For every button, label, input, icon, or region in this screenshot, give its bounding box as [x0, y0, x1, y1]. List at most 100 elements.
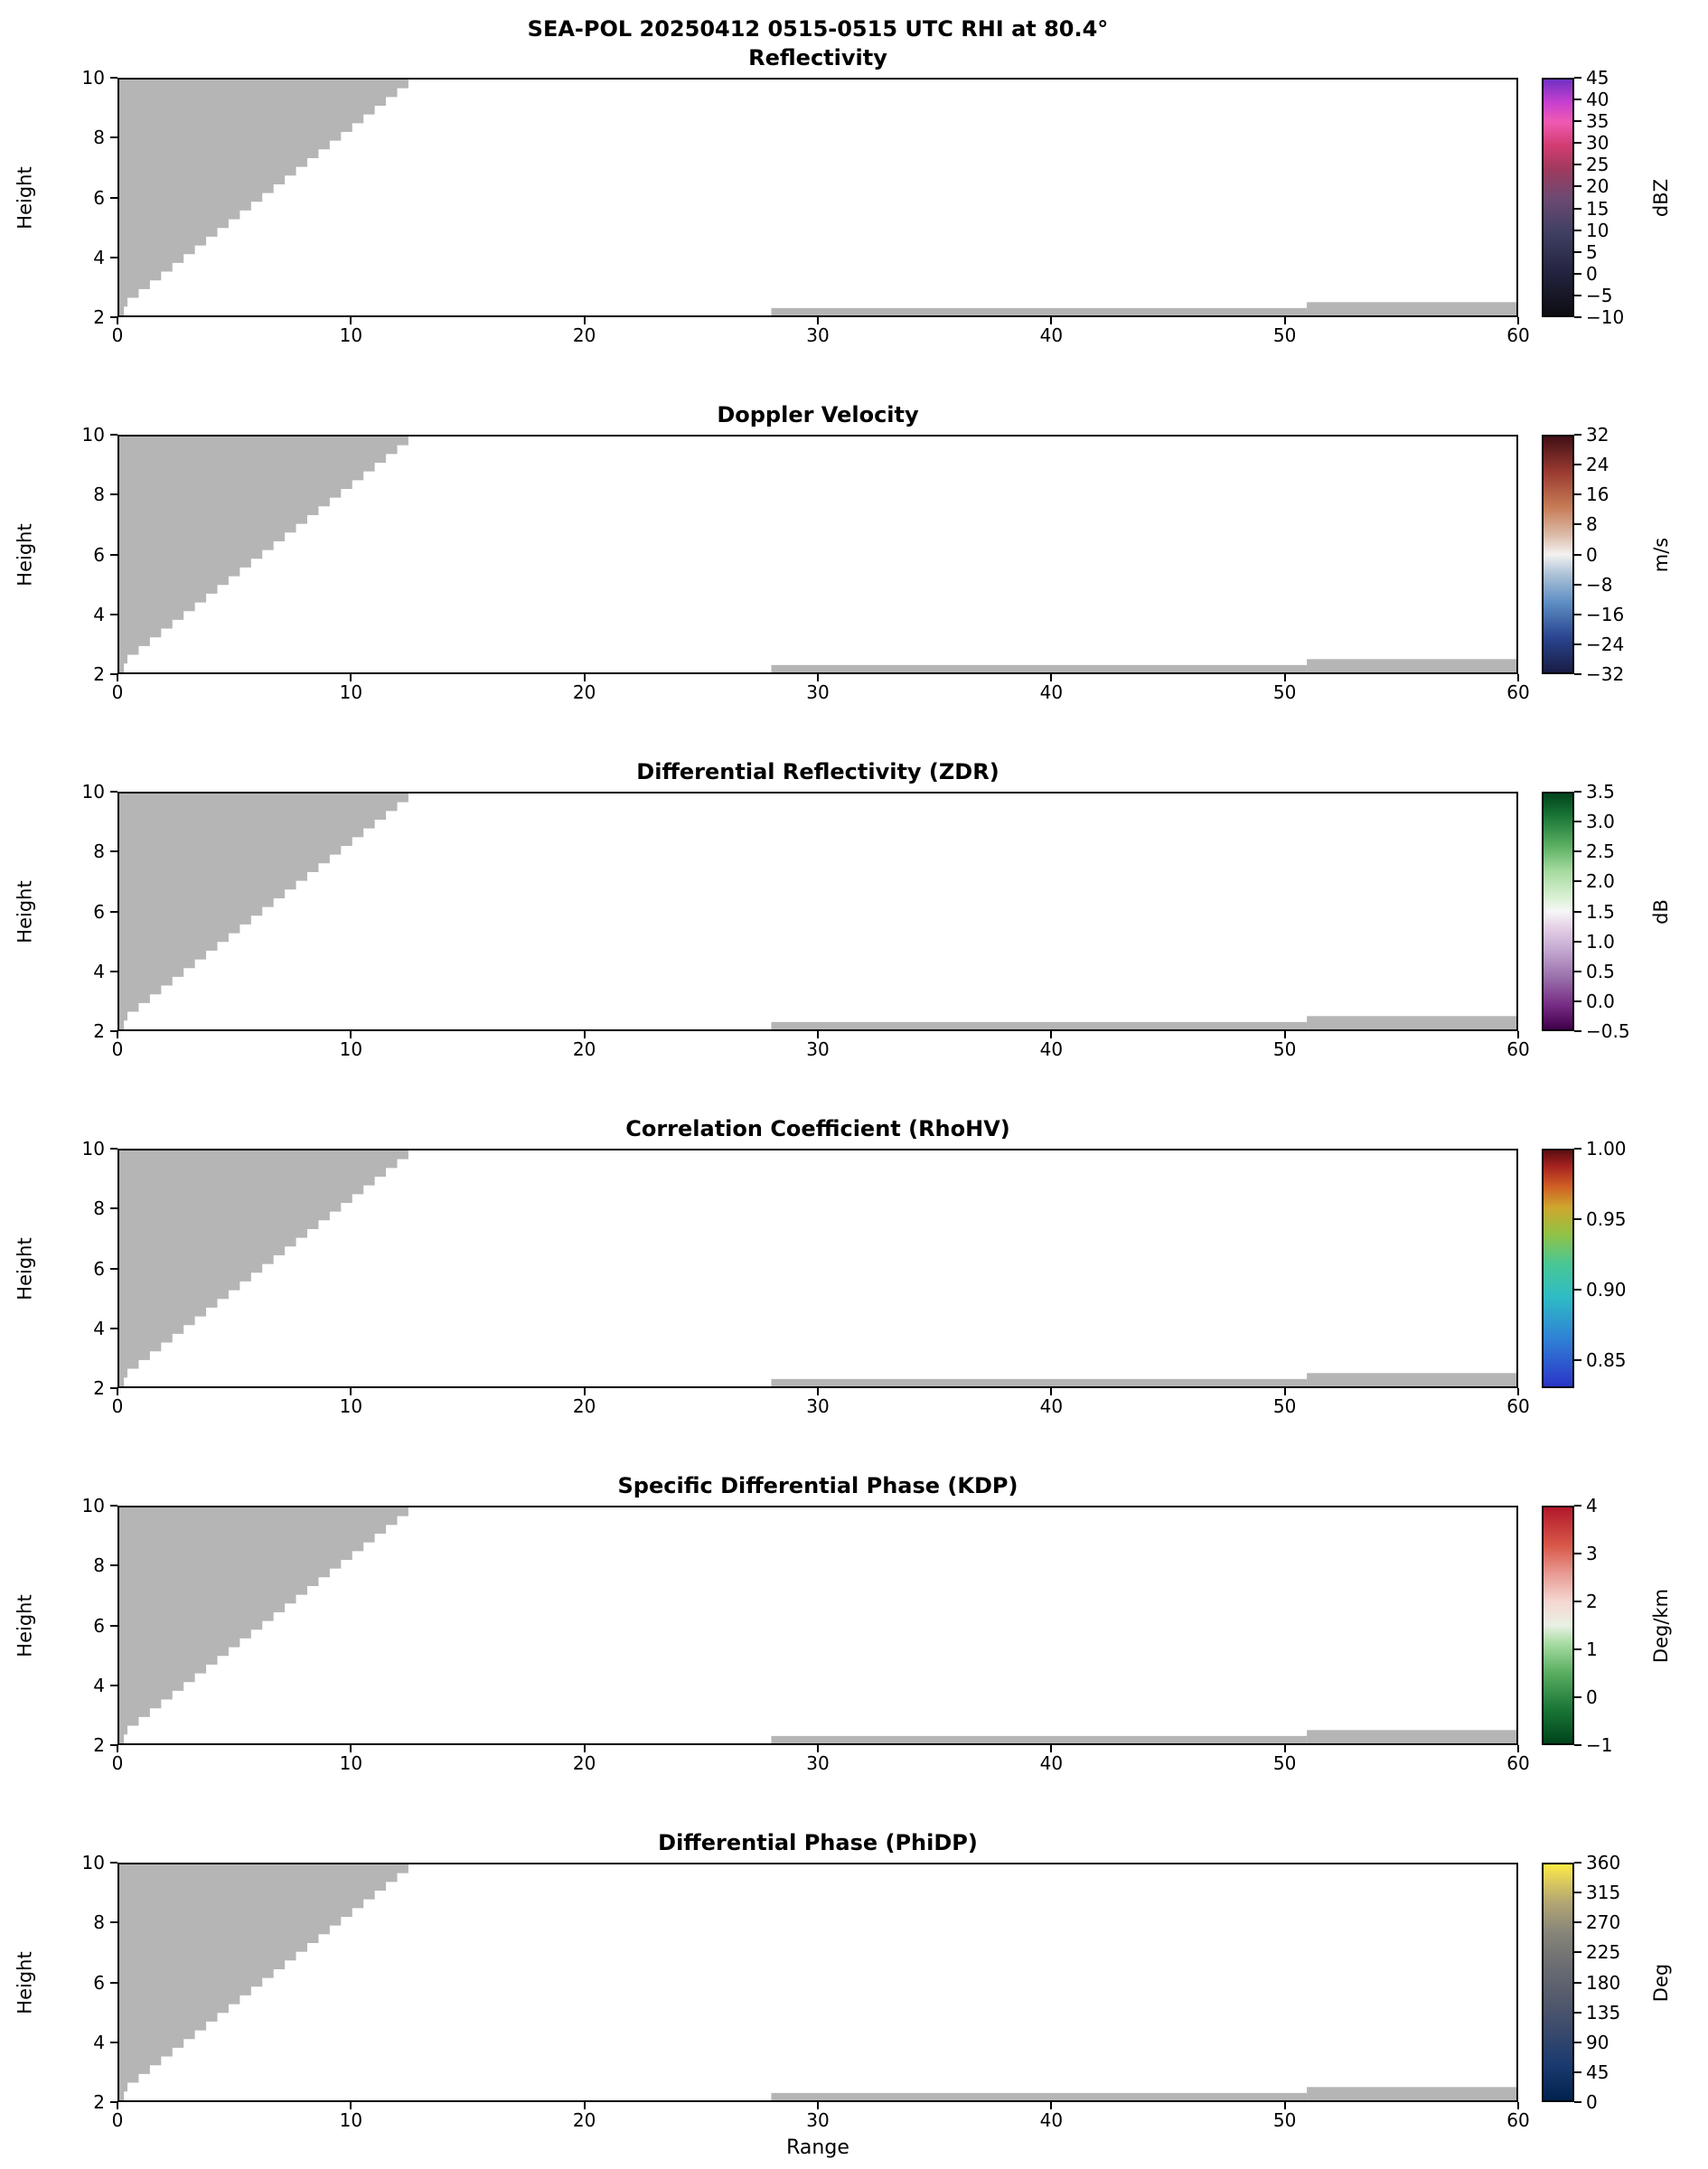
colorbar-tick-mark [1574, 185, 1581, 188]
colorbar-unit-label: Deg/km [1643, 1506, 1679, 1745]
radar-data-svg [119, 1864, 1516, 2100]
x-tick-label: 0 [111, 2109, 124, 2131]
y-axis-label-text: Height [14, 1593, 37, 1657]
x-axis-ticks: 0 10 20 30 40 50 60 [0, 674, 1708, 705]
radar-data-svg [119, 437, 1516, 672]
y-tick-mark [110, 1207, 117, 1210]
colorbar-unit-label: dB [1643, 792, 1679, 1031]
x-tick-mark [1517, 1031, 1519, 1038]
y-tick-label: 8 [93, 127, 105, 149]
y-tick-mark [110, 1030, 117, 1032]
y-tick-mark [110, 77, 117, 79]
colorbar-tick-label: 270 [1586, 1911, 1621, 1934]
x-tick-label: 0 [111, 1395, 124, 1417]
x-tick-mark [817, 1745, 819, 1752]
plot-row: Height 10 8 6 4 2 1.00 0.95 0.90 0.85 [0, 1140, 1708, 1397]
colorbar-tick-mark [1574, 1981, 1581, 1984]
no-data-strip [1307, 1373, 1516, 1386]
y-tick-label: 4 [93, 1317, 105, 1339]
radar-data-svg [119, 1150, 1516, 1386]
y-tick-label: 8 [93, 484, 105, 506]
colorbar-tick-mark [1574, 1648, 1581, 1650]
colorbar [1542, 78, 1574, 317]
x-tick-mark [1283, 2102, 1286, 2109]
y-tick-mark [110, 970, 117, 972]
colorbar-ticks: 1.00 0.95 0.90 0.85 [1574, 1140, 1665, 1388]
y-axis-label: Height [5, 1863, 45, 2102]
colorbar-ticks: 45 40 35 30 25 20 15 10 5 0 −5 −10 [1574, 69, 1665, 326]
x-tick-label: 40 [1039, 2109, 1064, 2131]
colorbar-tick-label: −24 [1586, 633, 1625, 655]
x-tick-mark [817, 1388, 819, 1395]
x-tick-mark [817, 674, 819, 681]
x-tick-mark [117, 674, 118, 681]
colorbar-tick-label: 16 [1586, 484, 1609, 506]
x-tick-mark [117, 317, 118, 324]
x-tick-label: 0 [111, 1038, 124, 1060]
colorbar [1542, 1863, 1574, 2102]
colorbar-tick-mark [1574, 229, 1581, 231]
y-tick-label: 2 [93, 663, 105, 685]
x-tick-label: 20 [572, 681, 596, 703]
x-tick-label: 10 [339, 324, 363, 346]
colorbar-ticks: 32 24 16 8 0 −8 −16 −24 −32 [1574, 426, 1665, 683]
colorbar-tick-label: 180 [1586, 1971, 1621, 1994]
colorbar-tick-label: 0 [1586, 543, 1598, 566]
colorbar-tick-label: 0 [1586, 2091, 1598, 2113]
plot-row: Height 10 8 6 4 2 3.5 3.0 2.5 2.0 1.5 1.0 0.5 0.0 −0… [0, 783, 1708, 1040]
y-axis-label-text: Height [14, 522, 37, 587]
y-tick-mark [110, 434, 117, 436]
colorbar-ticks: 360 315 270 225 180 135 90 45 0 [1574, 1854, 1665, 2111]
colorbar-tick-label: 8 [1586, 513, 1598, 536]
colorbar-tick-mark [1574, 1696, 1581, 1698]
y-tick-label: 10 [81, 781, 105, 803]
radar-panel: Differential Phase (PhiDP) Height 10 8 6 4 2… [0, 1828, 1708, 2159]
y-axis-label: Height [5, 1506, 45, 1745]
no-data-strip [1307, 1730, 1516, 1743]
colorbar-unit-label: m/s [1643, 435, 1679, 674]
x-tick-label: 50 [1272, 2109, 1297, 2131]
colorbar-unit-text: m/s [1649, 537, 1672, 572]
plot-row: Height 10 8 6 4 2 4 3 2 1 0 −1 Deg/km [0, 1497, 1708, 1754]
panel-title: Doppler Velocity [717, 402, 919, 427]
x-tick-label: 0 [111, 324, 124, 346]
colorbar-tick-mark [1574, 553, 1581, 556]
x-tick-mark [817, 1031, 819, 1038]
colorbar-tick-label: 0 [1586, 1686, 1598, 1708]
y-tick-label: 4 [93, 1674, 105, 1696]
x-tick-label: 60 [1506, 1752, 1530, 1774]
colorbar-tick-mark [1574, 493, 1581, 496]
x-tick-mark [350, 1745, 352, 1752]
x-axis-ticks: 0 10 20 30 40 50 60 [0, 1388, 1708, 1419]
colorbar-tick-label: −10 [1586, 306, 1625, 328]
x-tick-label: 40 [1039, 1395, 1064, 1417]
colorbar-unit-text: Deg [1650, 1963, 1673, 2002]
y-tick-mark [110, 256, 117, 258]
no-data-wedge [119, 1150, 420, 1386]
x-tick-label: 30 [806, 1752, 830, 1774]
x-tick-mark [583, 1745, 586, 1752]
radar-panel: Correlation Coefficient (RhoHV) Height 1… [0, 1114, 1708, 1419]
x-tick-label: 0 [111, 681, 124, 703]
colorbar-tick-mark [1574, 1601, 1581, 1602]
x-tick-mark [583, 674, 586, 681]
colorbar-tick-label: −8 [1586, 573, 1613, 596]
colorbar-tick-label: 3.0 [1586, 811, 1615, 833]
y-tick-mark [110, 1148, 117, 1150]
x-tick-mark [350, 674, 352, 681]
x-tick-label: 10 [339, 1038, 363, 1060]
colorbar-tick-mark [1574, 791, 1581, 793]
colorbar-tick-label: 0.0 [1586, 990, 1615, 1012]
y-tick-label: 6 [93, 1257, 105, 1280]
no-data-strip [771, 1378, 1308, 1386]
x-tick-label: 20 [572, 1038, 596, 1060]
y-tick-mark [110, 1505, 117, 1507]
no-data-wedge [119, 437, 420, 672]
y-axis-ticks: 10 8 6 4 2 [61, 1497, 117, 1754]
y-tick-mark [110, 791, 117, 793]
colorbar-tick-mark [1574, 99, 1581, 101]
colorbar-tick-mark [1574, 464, 1581, 466]
x-tick-label: 60 [1506, 1038, 1530, 1060]
panel-title: Reflectivity [748, 45, 887, 70]
